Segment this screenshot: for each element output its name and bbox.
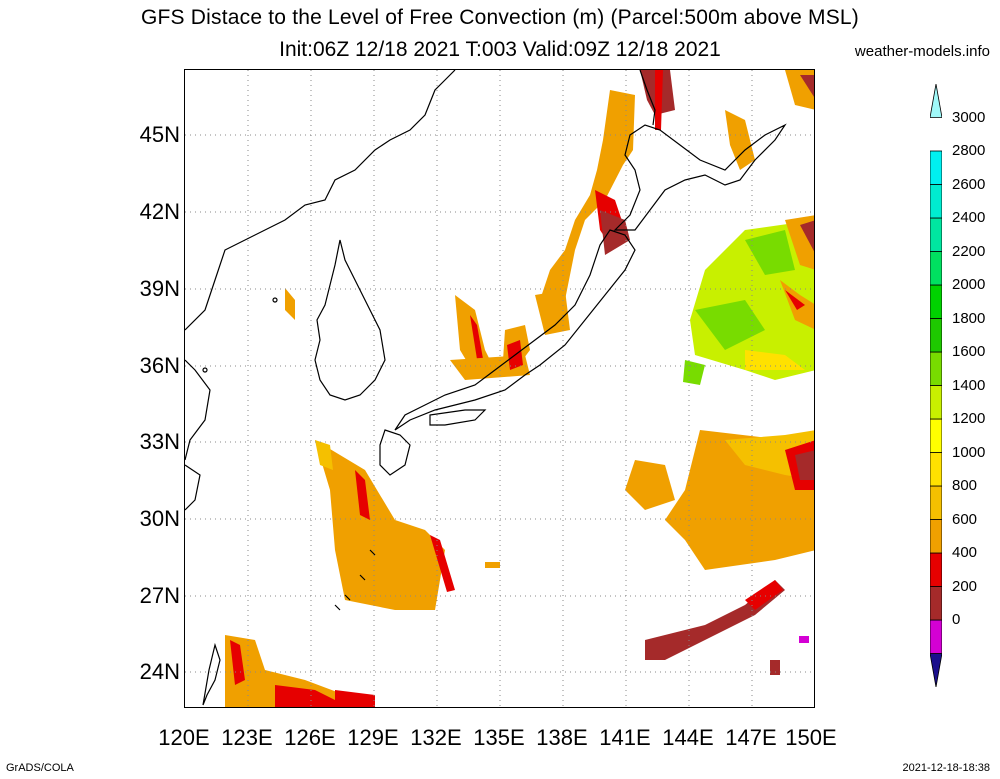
- lon-label: 123E: [221, 725, 273, 750]
- colorbar-swatch: [930, 586, 942, 621]
- lat-label: 27N: [139, 583, 180, 608]
- map-panel: [184, 69, 815, 708]
- lon-label: 138E: [536, 725, 588, 750]
- colorbar-swatch: [930, 619, 942, 654]
- lon-label: 144E: [662, 725, 714, 750]
- colorbar-label: 2800: [952, 142, 986, 159]
- colorbar-swatch: [930, 84, 942, 118]
- colorbar-swatch: [930, 184, 942, 219]
- graticule: [185, 70, 814, 707]
- colorbar-swatch: [930, 351, 942, 386]
- lfc-field: [225, 70, 814, 707]
- lat-label: 24N: [139, 659, 180, 684]
- colorbar-label: 400: [952, 544, 978, 561]
- colorbar-label: 1800: [952, 309, 986, 327]
- colorbar-swatch: [930, 251, 942, 286]
- colorbar-label: 0: [952, 611, 961, 628]
- colorbar-label: 2400: [952, 209, 986, 226]
- timestamp: 2021-12-18-18:38: [902, 762, 990, 774]
- colorbar-label: 1200: [952, 410, 986, 427]
- colorbar-swatch: [930, 653, 942, 687]
- lon-label: 150E: [785, 725, 837, 750]
- colorbar-label: 2600: [952, 175, 986, 193]
- lat-label: 36N: [139, 353, 180, 378]
- lat-label: 42N: [139, 199, 180, 224]
- colorbar-label: 800: [952, 477, 978, 494]
- site-credit: weather-models.info: [854, 43, 990, 60]
- colorbar-swatch: [930, 485, 942, 520]
- lon-label: 141E: [599, 725, 651, 750]
- colorbar-label: 2200: [952, 242, 986, 260]
- lat-label: 30N: [139, 506, 180, 531]
- colorbar-swatch: [930, 150, 942, 185]
- lon-label: 135E: [473, 725, 525, 750]
- colorbar-label: 200: [952, 577, 978, 595]
- colorbar-label: 1000: [952, 443, 986, 461]
- lon-label: 132E: [410, 725, 462, 750]
- map-canvas: [185, 70, 814, 707]
- colorbar-swatch: [930, 217, 942, 252]
- lon-label: 126E: [284, 725, 336, 750]
- colorbar: [930, 84, 942, 687]
- coastlines: [185, 70, 787, 706]
- lon-label: 147E: [725, 725, 777, 750]
- colorbar-swatch: [930, 385, 942, 420]
- colorbar-label: 2000: [952, 276, 986, 293]
- lat-label: 39N: [139, 276, 180, 301]
- map-title: GFS Distace to the Level of Free Convect…: [141, 6, 859, 29]
- colorbar-label: 1600: [952, 343, 986, 360]
- colorbar-label: 600: [952, 510, 978, 528]
- lat-label: 33N: [139, 429, 180, 454]
- colorbar-swatch: [930, 519, 942, 554]
- lat-label: 45N: [139, 122, 180, 147]
- colorbar-swatch: [930, 418, 942, 453]
- lon-label: 120E: [158, 725, 210, 750]
- colorbar-label: 3000: [952, 108, 986, 126]
- colorbar-label: 1400: [952, 376, 986, 394]
- colorbar-swatch: [930, 318, 942, 353]
- lon-label: 129E: [347, 725, 399, 750]
- colorbar-swatch: [930, 284, 942, 319]
- colorbar-swatch: [930, 452, 942, 487]
- map-subtitle: Init:06Z 12/18 2021 T:003 Valid:09Z 12/1…: [279, 38, 721, 61]
- colorbar-swatch: [930, 552, 942, 587]
- software-credit: GrADS/COLA: [6, 762, 74, 774]
